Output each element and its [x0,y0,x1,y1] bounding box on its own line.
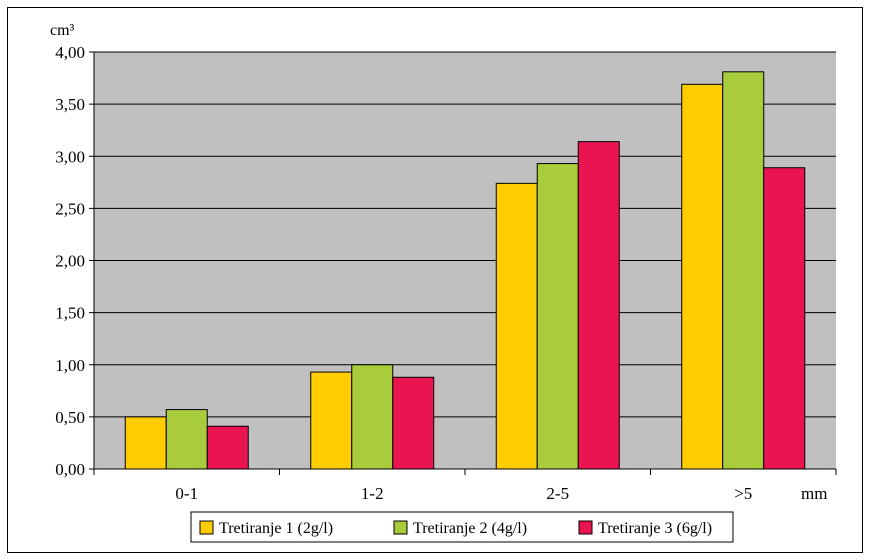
y-tick-label: 1,00 [55,356,85,375]
y-tick-label: 1,50 [55,304,85,323]
y-tick-label: 4,00 [55,43,85,62]
bars [124,71,806,470]
y-tick-label: 3,50 [55,95,85,114]
y-tick-label: 2,50 [55,199,85,218]
legend-box [190,511,734,543]
y-tick-label: 0,50 [55,408,85,427]
y-axis-label: cm³ [50,22,75,39]
bar [206,425,249,470]
x-tick-label: >5 [734,484,752,503]
y-tick-label: 3,00 [55,147,85,166]
y-tick-label: 2,00 [55,252,85,271]
x-axis-label: mm [801,484,827,503]
legend-swatch [578,520,593,535]
bar [536,163,579,470]
x-tick-label: 1-2 [361,484,384,503]
bar [351,364,394,470]
axes [93,52,837,475]
bar [392,376,435,470]
y-tick-label: 0,00 [55,460,85,479]
bar [681,83,724,470]
legend-swatch [393,520,408,535]
x-tick-labels: 0-1 1-2 2-5 >5 [175,484,752,503]
x-tick-label: 0-1 [175,484,198,503]
legend-label: Tretiranje 1 (2g/l) [219,520,333,537]
bar [577,141,620,470]
legend-label: Tretiranje 2 (4g/l) [413,520,527,537]
bar [722,71,765,470]
bar [763,167,806,470]
x-tick-label: 2-5 [546,484,569,503]
bar [495,182,538,470]
legend: Tretiranje 1 (2g/l) Tretiranje 2 (4g/l) Tr… [190,511,734,543]
legend-label: Tretiranje 3 (6g/l) [598,520,712,537]
legend-swatch [199,520,214,535]
y-tick-labels: 0,00 0,50 1,00 1,50 2,00 2,50 3,00 3,50 4,00 [55,43,85,479]
bar [310,371,353,470]
bar [165,409,208,470]
bar [124,416,167,470]
